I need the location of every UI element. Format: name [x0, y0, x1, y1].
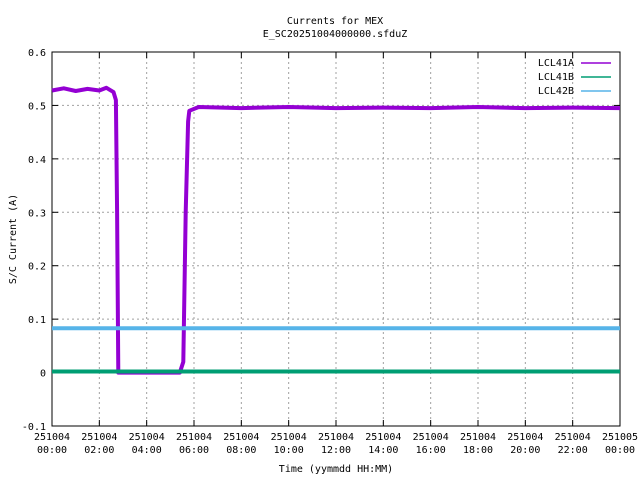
x-tick-label-time: 22:00 [558, 445, 588, 456]
x-axis-label: Time (yymmdd HH:MM) [279, 464, 393, 475]
x-tick-label-time: 12:00 [321, 445, 351, 456]
x-tick-label-date: 251005 [602, 432, 638, 443]
y-tick-label: 0.3 [28, 208, 46, 219]
y-tick-label: 0 [40, 369, 46, 380]
x-tick-label-date: 251004 [318, 432, 354, 443]
x-tick-label-date: 251004 [129, 432, 165, 443]
series-group [51, 85, 621, 375]
chart-title: Currents for MEX [287, 16, 383, 27]
grid [52, 52, 620, 426]
x-tick-label-time: 04:00 [132, 445, 162, 456]
y-tick-label: 0.1 [28, 315, 46, 326]
x-tick-label-time: 06:00 [179, 445, 209, 456]
y-tick-label: 0.6 [28, 48, 46, 59]
y-tick-label: 0.2 [28, 262, 46, 273]
x-tick-label-date: 251004 [176, 432, 212, 443]
x-tick-label-time: 02:00 [84, 445, 114, 456]
x-tick-label-date: 251004 [81, 432, 117, 443]
x-tick-label-time: 08:00 [226, 445, 256, 456]
y-tick-label: 0.5 [28, 101, 46, 112]
x-tick-label-date: 251004 [413, 432, 449, 443]
x-tick-label-time: 20:00 [510, 445, 540, 456]
axis-ticks: -0.1 0 0.1 0.2 0.3 0.4 0.5 0.6 251004 00:00 251004… [22, 48, 638, 456]
x-tick-label-date: 251004 [460, 432, 496, 443]
x-tick-label-time: 00:00 [605, 445, 635, 456]
x-tick-label-time: 14:00 [368, 445, 398, 456]
x-tick-label-date: 251004 [365, 432, 401, 443]
legend-label-lcl42b: LCL42B [538, 86, 574, 97]
x-tick-label-date: 251004 [271, 432, 307, 443]
x-tick-label-time: 16:00 [416, 445, 446, 456]
y-tick-label: 0.4 [28, 155, 46, 166]
series-line-lcl41a [51, 85, 621, 375]
x-tick-label-time: 18:00 [463, 445, 493, 456]
x-tick-label-date: 251004 [223, 432, 259, 443]
y-axis-label: S/C Current (A) [8, 194, 19, 284]
legend: LCL41A LCL41B LCL42B [538, 58, 611, 97]
legend-label-lcl41b: LCL41B [538, 72, 574, 83]
legend-label-lcl41a: LCL41A [538, 58, 574, 69]
x-tick-label-time: 10:00 [274, 445, 304, 456]
x-tick-label-time: 00:00 [37, 445, 67, 456]
y-tick-label: -0.1 [22, 422, 46, 433]
chart-subtitle: E_SC20251004000000.sfduZ [263, 29, 408, 40]
x-tick-label-date: 251004 [507, 432, 543, 443]
x-tick-label-date: 251004 [555, 432, 591, 443]
x-tick-label-date: 251004 [34, 432, 70, 443]
